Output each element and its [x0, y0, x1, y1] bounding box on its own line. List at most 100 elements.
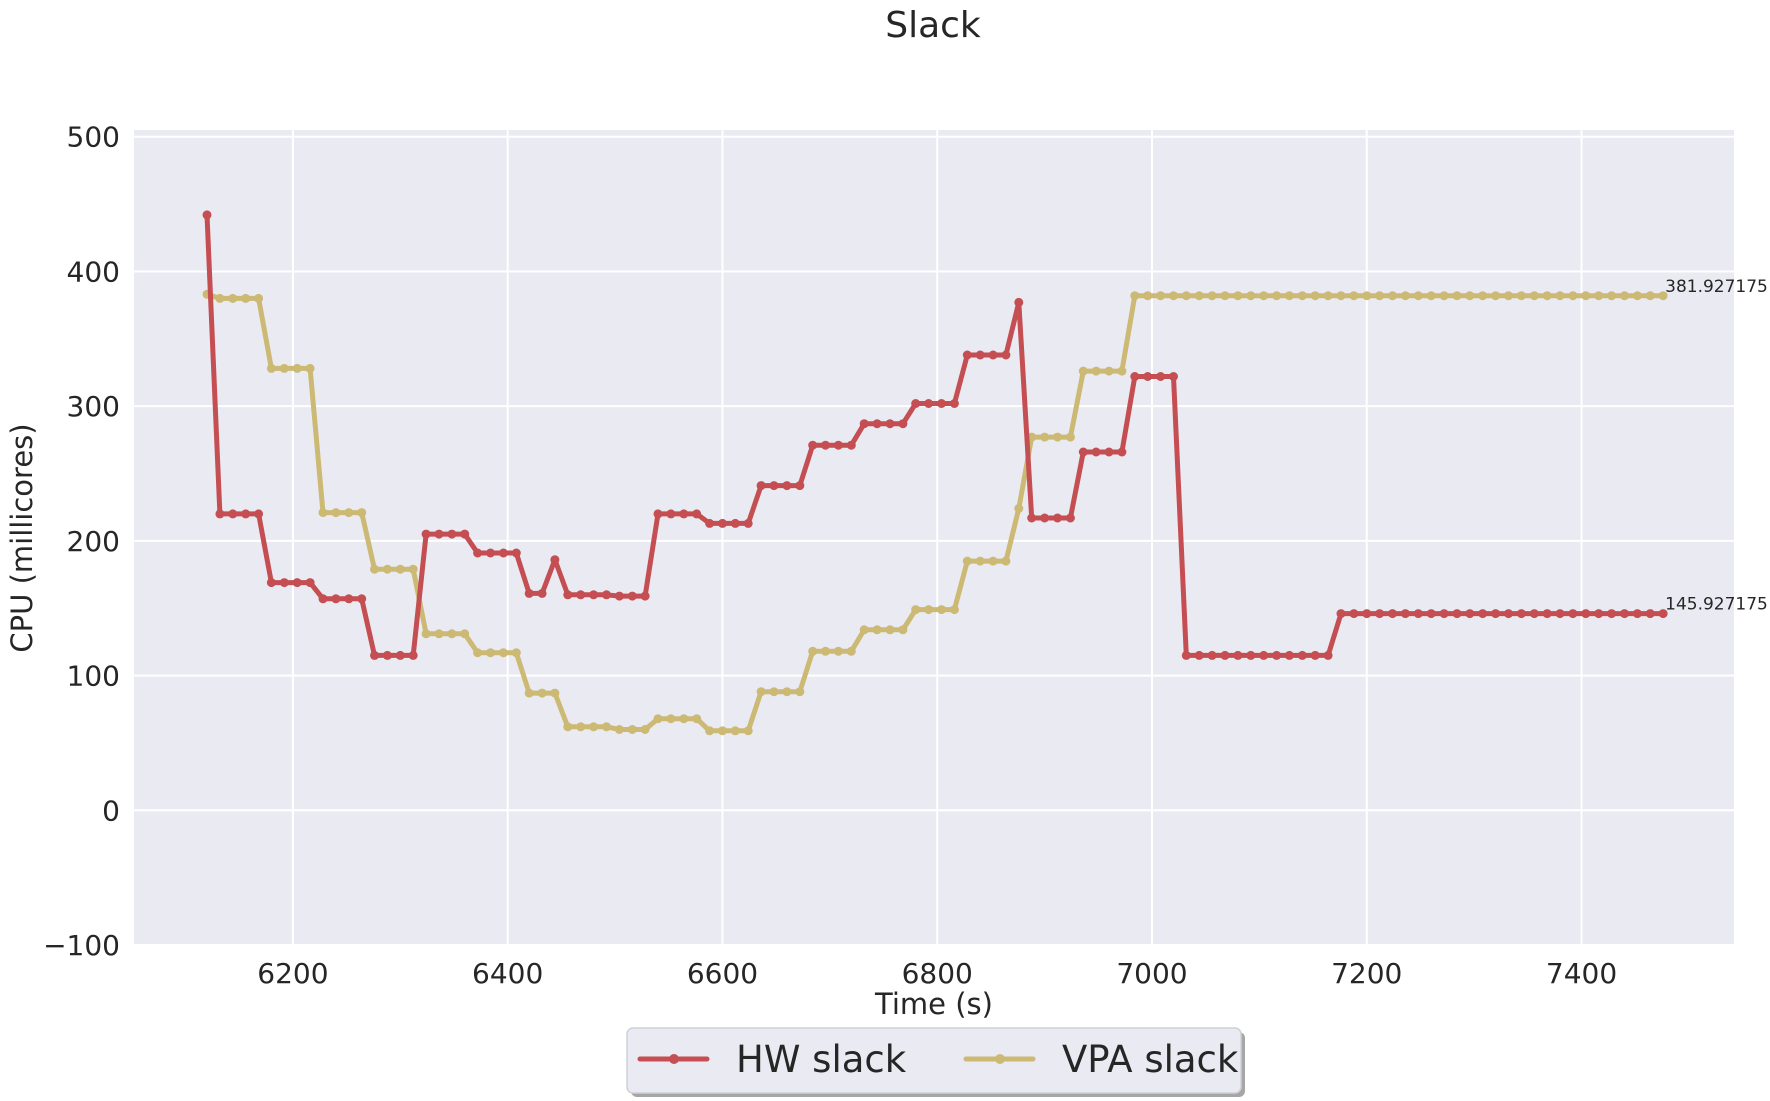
data-point	[1310, 650, 1320, 660]
data-point	[1078, 447, 1088, 457]
y-tick-label: 300	[67, 390, 120, 423]
data-point	[473, 548, 483, 558]
data-point	[1362, 609, 1372, 619]
data-point	[1130, 372, 1140, 381]
data-point	[1516, 609, 1526, 619]
data-point	[1078, 366, 1088, 376]
data-point	[1504, 609, 1513, 619]
data-point	[1220, 291, 1230, 301]
data-point	[254, 509, 264, 519]
data-point	[1014, 297, 1024, 307]
data-point	[305, 578, 315, 588]
data-point	[1323, 291, 1333, 301]
data-point	[1104, 366, 1114, 376]
data-point	[1040, 432, 1050, 442]
data-point	[949, 399, 959, 408]
data-point	[1478, 609, 1488, 619]
data-point	[718, 518, 727, 528]
data-point	[1620, 291, 1629, 301]
data-point	[833, 646, 843, 656]
data-point	[653, 509, 663, 519]
data-point	[228, 293, 238, 303]
data-point	[666, 509, 676, 519]
data-point	[486, 548, 495, 558]
data-point	[614, 725, 624, 734]
data-point	[718, 726, 727, 736]
data-point	[1491, 291, 1501, 301]
y-tick-label: 200	[67, 525, 120, 558]
x-tick-label: 6800	[902, 957, 973, 990]
data-point	[1091, 447, 1101, 457]
data-point	[640, 591, 650, 601]
data-point	[808, 646, 818, 656]
data-point	[756, 481, 766, 491]
data-point	[924, 399, 934, 408]
data-point	[833, 440, 843, 450]
data-point	[1529, 291, 1539, 301]
data-point	[924, 605, 934, 615]
data-point	[1581, 609, 1591, 619]
annotation-layer: 381.927175 145.927175	[1665, 277, 1768, 615]
data-point	[1001, 350, 1011, 360]
x-gridlines	[291, 130, 1583, 945]
data-point	[627, 725, 637, 734]
data-point	[1529, 609, 1539, 619]
data-point	[1117, 366, 1127, 376]
data-point	[1555, 291, 1565, 301]
data-point	[1400, 291, 1410, 301]
data-point	[1465, 291, 1475, 301]
data-point	[769, 687, 779, 697]
data-point	[215, 293, 225, 303]
data-point	[1568, 609, 1578, 619]
y-tick-label: 0	[102, 794, 120, 827]
data-point	[589, 722, 599, 732]
data-point	[975, 350, 985, 360]
data-point	[550, 555, 560, 565]
data-point	[473, 648, 483, 658]
x-tick-label: 6200	[257, 957, 328, 990]
data-point	[1413, 609, 1423, 619]
data-point	[1040, 513, 1050, 523]
data-point	[937, 605, 946, 615]
data-point	[486, 648, 495, 658]
data-point	[1504, 291, 1513, 301]
data-point	[911, 399, 921, 408]
legend-hw-marker	[669, 1054, 679, 1064]
data-point	[421, 529, 431, 539]
data-point	[1233, 291, 1243, 301]
data-point	[1375, 291, 1385, 301]
data-point	[1284, 291, 1294, 301]
data-point	[627, 591, 637, 601]
data-point	[1207, 291, 1217, 301]
x-tick-label: 7200	[1331, 957, 1402, 990]
data-point	[395, 650, 405, 660]
data-point	[1117, 447, 1127, 457]
data-point	[679, 509, 689, 519]
data-point	[266, 363, 276, 373]
data-point	[743, 518, 753, 528]
data-point	[305, 363, 315, 373]
data-point	[962, 556, 972, 566]
data-point	[1413, 291, 1423, 301]
data-point	[885, 625, 895, 635]
end-value-label: 381.927175	[1665, 277, 1768, 297]
data-point	[1632, 291, 1642, 301]
data-point	[498, 548, 508, 558]
data-point	[1336, 609, 1346, 619]
data-point	[859, 419, 869, 429]
legend: HW slack VPA slack	[626, 1027, 1245, 1097]
data-point	[344, 594, 354, 604]
x-tick-label: 7400	[1546, 957, 1617, 990]
series-layer	[202, 210, 1668, 736]
data-point	[1542, 609, 1552, 619]
data-point	[1465, 609, 1475, 619]
data-point	[1053, 513, 1062, 523]
data-point	[1014, 504, 1024, 513]
data-point	[808, 440, 818, 450]
y-tick-label: −100	[43, 929, 120, 962]
data-point	[202, 210, 212, 220]
data-point	[1607, 291, 1617, 301]
legend-vpa-label: VPA slack	[1062, 1038, 1239, 1081]
data-point	[988, 350, 998, 360]
data-point	[434, 529, 444, 539]
